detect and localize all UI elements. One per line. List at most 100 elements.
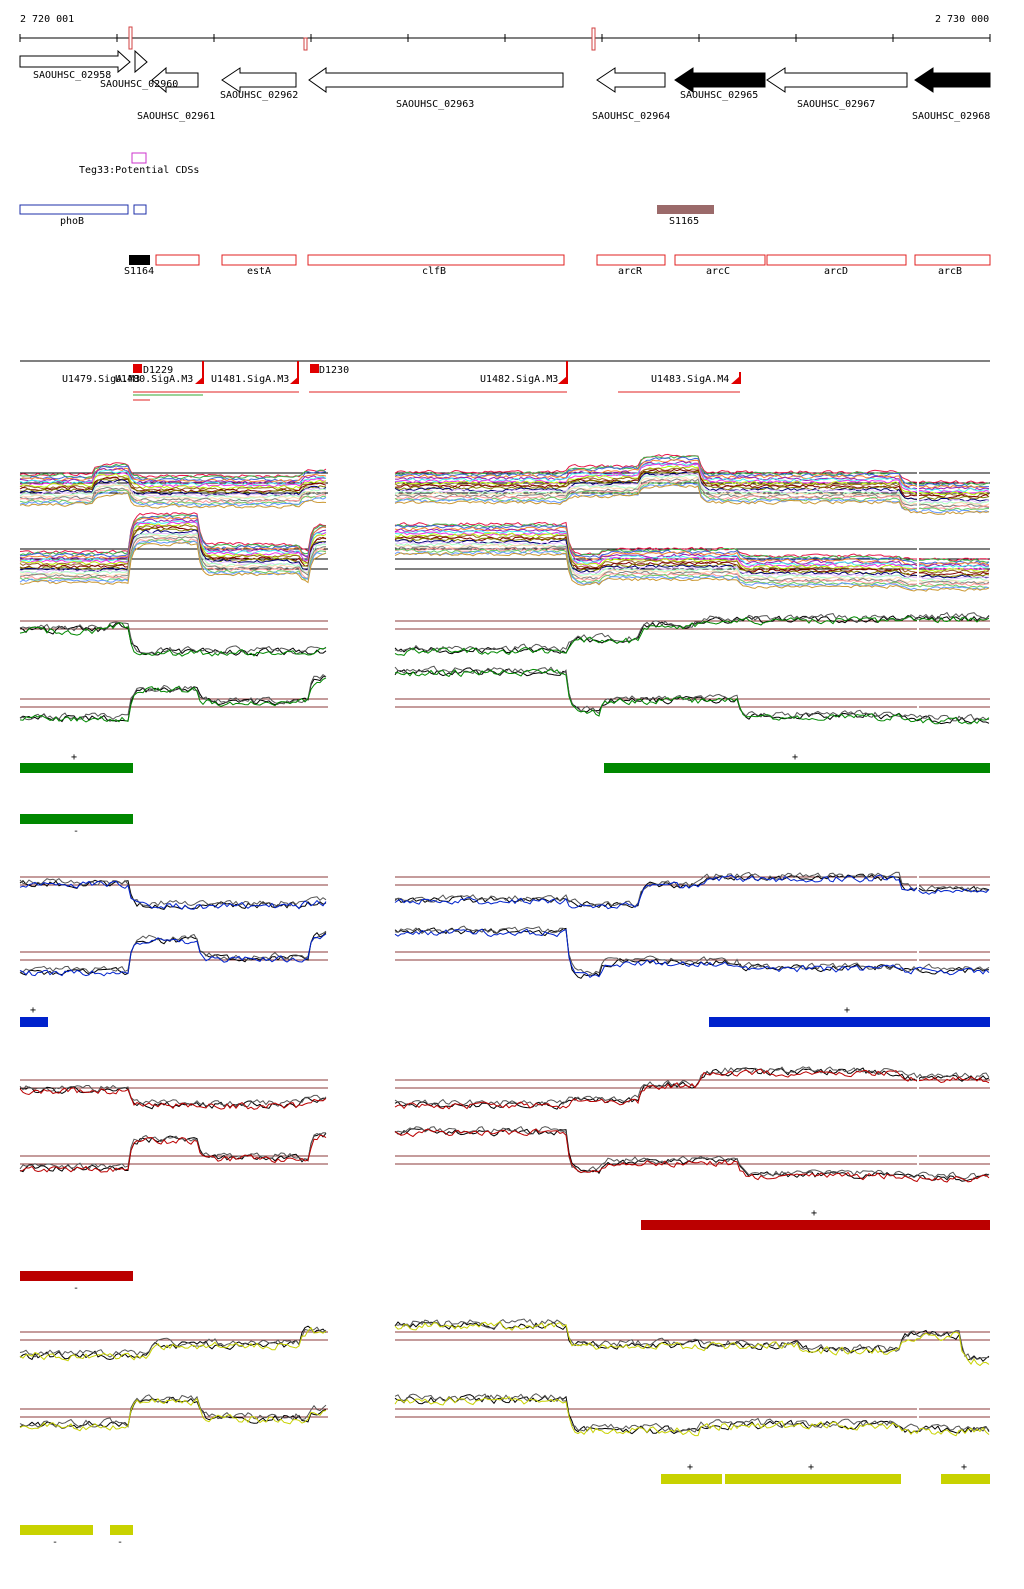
yellow-plus-bar[interactable]: [661, 1474, 722, 1484]
strand-bar-track: + + - + + + - + + + - -: [20, 752, 990, 1548]
operon-gene-box[interactable]: [914, 254, 991, 266]
multi-condition-panel: [19, 512, 990, 592]
segment-box[interactable]: [657, 205, 714, 214]
blue-plus-bar[interactable]: [20, 1017, 48, 1027]
minus-mark: -: [52, 1537, 58, 1548]
expression-trace: [19, 478, 327, 495]
expression-trace: [19, 479, 327, 497]
operon-gene-box[interactable]: [307, 254, 565, 266]
plus-mark: +: [71, 752, 77, 763]
gene-arrow[interactable]: [151, 66, 199, 94]
black-trace: [394, 1394, 990, 1435]
condition-trace: [19, 622, 327, 657]
operon-gene-box[interactable]: [221, 254, 297, 266]
annotation-track: phoB S1165: [19, 204, 714, 227]
expression-trace: [394, 528, 990, 568]
condition-trace: [19, 1134, 327, 1173]
gene-arrow[interactable]: [221, 67, 297, 93]
condition-trace: [394, 1396, 990, 1437]
green-plus-bar[interactable]: [604, 763, 990, 773]
gene-arrow[interactable]: [134, 49, 148, 74]
black-trace: [19, 1132, 327, 1170]
condition-trace: [394, 928, 990, 978]
downshift-label: D1230: [319, 365, 349, 376]
black-trace: [394, 1393, 990, 1433]
tu-label: U1483.SigA.M4: [651, 374, 729, 385]
operon-gene-label: estA: [247, 266, 271, 277]
segment-label: S1165: [669, 216, 699, 227]
black-trace: [394, 1067, 990, 1110]
condition-panel: [19, 1318, 990, 1437]
red-plus-bar[interactable]: [641, 1220, 990, 1230]
plus-mark: +: [844, 1005, 850, 1016]
green-minus-bar[interactable]: [20, 814, 133, 824]
transcription-unit-track: U1479.SigA.M3 U1480.SigA.M3 U1481.SigA.M…: [20, 360, 990, 401]
expression-trace: [19, 516, 327, 560]
gene-label: SAOUHSC_02960: [100, 79, 178, 90]
expression-trace: [19, 492, 327, 509]
green-plus-bar[interactable]: [20, 763, 133, 773]
expression-trace: [19, 540, 327, 583]
expression-trace: [19, 486, 327, 503]
yellow-plus-bar[interactable]: [941, 1474, 990, 1484]
expression-trace: [394, 542, 990, 583]
expression-trace: [394, 523, 990, 563]
gene-label: SAOUHSC_02965: [680, 90, 758, 101]
expression-trace: [19, 522, 327, 566]
operon-gene-box[interactable]: [596, 254, 666, 266]
condition-trace: [19, 1326, 327, 1362]
black-trace: [19, 1396, 327, 1429]
yellow-plus-bar[interactable]: [725, 1474, 901, 1484]
expression-trace: [19, 512, 327, 555]
black-trace: [394, 925, 990, 976]
ruler-end-label: 2 730 000: [935, 14, 989, 25]
gene-arrow[interactable]: [19, 49, 131, 74]
black-trace: [394, 611, 990, 653]
phob-label: phoB: [60, 216, 84, 227]
black-trace: [394, 927, 989, 979]
yellow-minus-bar[interactable]: [20, 1525, 93, 1535]
gene-arrow[interactable]: [674, 67, 766, 93]
operon-gene-box[interactable]: [674, 254, 766, 266]
expression-trace: [394, 550, 990, 591]
gene-arrow[interactable]: [596, 67, 666, 93]
expression-trace: [394, 472, 990, 504]
expression-trace: [394, 483, 990, 515]
expression-trace: [19, 462, 327, 478]
gene-arrow[interactable]: [914, 67, 991, 93]
gene-track: SAOUHSC_02958 SAOUHSC_02960 SAOUHSC_0296…: [19, 49, 991, 122]
expression-trace: [19, 521, 327, 564]
operon-gene-label: arcR: [618, 266, 643, 277]
expression-trace: [394, 482, 990, 514]
expression-trace: [394, 463, 990, 494]
gene-arrow[interactable]: [766, 67, 908, 93]
expression-trace: [394, 480, 990, 512]
plus-mark: +: [961, 1462, 967, 1473]
tu-label: U1479.SigA.M3: [62, 374, 140, 385]
operon-gene-box[interactable]: [766, 254, 907, 266]
operon-track: S1164 estA clfB arcR arcC arcD arcB: [124, 254, 991, 277]
condition-panel: [19, 1066, 990, 1183]
blue-plus-bar[interactable]: [709, 1017, 990, 1027]
phob-box[interactable]: [19, 204, 129, 215]
expression-trace: [19, 534, 327, 577]
expression-trace: [394, 543, 990, 584]
black-trace: [19, 931, 327, 976]
black-trace: [394, 667, 990, 725]
black-trace: [394, 1066, 990, 1107]
condition-panel: [19, 871, 990, 979]
black-trace: [394, 871, 990, 908]
segment-label: S1164: [124, 266, 154, 277]
expression-trace: [19, 529, 327, 572]
expression-trace: [394, 462, 990, 493]
gene-arrow[interactable]: [308, 67, 564, 93]
condition-trace: [394, 1320, 990, 1367]
expression-trace: [19, 467, 327, 483]
red-minus-bar[interactable]: [20, 1271, 133, 1281]
ruler-start-label: 2 720 001: [20, 14, 74, 25]
condition-panel: [19, 611, 990, 725]
black-trace: [19, 621, 327, 655]
expression-trace: [19, 489, 327, 506]
plus-mark: +: [811, 1208, 817, 1219]
yellow-minus-bar[interactable]: [110, 1525, 133, 1535]
